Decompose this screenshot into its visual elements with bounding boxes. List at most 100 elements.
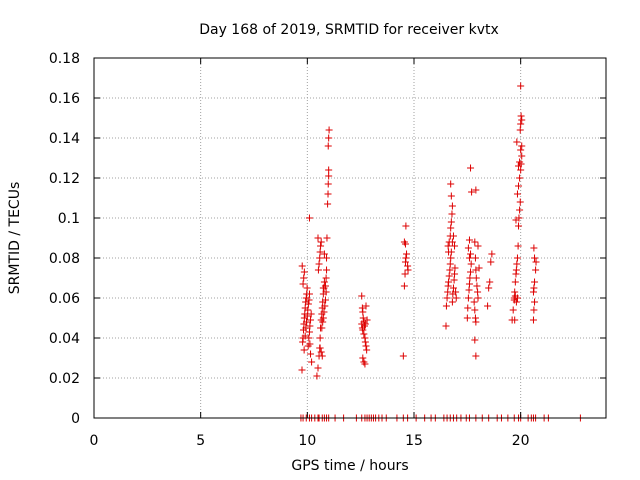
- data-point: [451, 270, 459, 278]
- y-tick-label: 0.06: [49, 291, 80, 307]
- data-point: [448, 210, 456, 218]
- data-point: [400, 282, 408, 290]
- data-point: [516, 206, 524, 214]
- data-point: [487, 258, 495, 266]
- data-point: [361, 360, 369, 368]
- data-point: [474, 242, 482, 250]
- data-point: [314, 266, 322, 274]
- data-point: [324, 180, 332, 188]
- data-point: [446, 266, 454, 274]
- data-point: [403, 250, 411, 258]
- data-point: [363, 346, 371, 354]
- data-point: [472, 186, 480, 194]
- data-point: [325, 172, 333, 180]
- data-point: [325, 126, 333, 134]
- data-point: [402, 254, 410, 262]
- data-point: [320, 250, 328, 258]
- data-point: [472, 274, 480, 282]
- data-point: [449, 232, 457, 240]
- data-point: [444, 288, 452, 296]
- data-point: [307, 316, 315, 324]
- data-point: [531, 298, 539, 306]
- data-point: [471, 254, 479, 262]
- data-point: [316, 248, 324, 256]
- data-point: [323, 254, 331, 262]
- data-point: [468, 188, 476, 196]
- data-point: [471, 306, 479, 314]
- data-point: [448, 202, 456, 210]
- data-point: [325, 134, 333, 142]
- data-point: [513, 254, 521, 262]
- data-point: [448, 238, 456, 246]
- data-point: [313, 372, 321, 380]
- data-point: [484, 302, 492, 310]
- data-point: [445, 272, 453, 280]
- data-point: [450, 276, 458, 284]
- data-point: [317, 242, 325, 250]
- data-point: [513, 294, 521, 302]
- data-point: [324, 142, 332, 150]
- y-tick-label: 0.04: [49, 331, 80, 347]
- data-point: [467, 260, 475, 268]
- data-point: [448, 298, 456, 306]
- data-point: [404, 266, 412, 274]
- data-point: [513, 138, 521, 146]
- data-point: [302, 324, 310, 332]
- data-point: [324, 190, 332, 198]
- data-point: [444, 242, 452, 250]
- data-point: [306, 340, 314, 348]
- x-tick-label: 15: [405, 433, 423, 449]
- data-point: [316, 334, 324, 342]
- data-point: [529, 316, 537, 324]
- y-tick-label: 0.14: [49, 131, 80, 147]
- data-point: [471, 238, 479, 246]
- data-point: [518, 142, 526, 150]
- data-point: [516, 174, 524, 182]
- data-point: [509, 306, 517, 314]
- data-point: [323, 234, 331, 242]
- data-point: [317, 348, 325, 356]
- y-tick-label: 0.12: [49, 171, 80, 187]
- data-point: [307, 350, 315, 358]
- data-point: [318, 352, 326, 360]
- data-point: [307, 310, 315, 318]
- data-point: [518, 116, 526, 124]
- data-point: [475, 264, 483, 272]
- data-point: [517, 82, 525, 90]
- data-point: [531, 254, 539, 262]
- data-point: [399, 352, 407, 360]
- data-point: [314, 234, 322, 242]
- data-point: [530, 244, 538, 252]
- data-point: [320, 278, 328, 286]
- y-axis-label: SRMTID / TECUs: [7, 182, 23, 295]
- data-point: [467, 164, 475, 172]
- data-point: [465, 280, 473, 288]
- data-point: [463, 314, 471, 322]
- data-point: [446, 260, 454, 268]
- x-tick-label: 0: [90, 433, 99, 449]
- data-point: [465, 236, 473, 244]
- data-point: [402, 222, 410, 230]
- data-point: [449, 284, 457, 292]
- data-point: [319, 318, 327, 326]
- y-tick-label: 0.02: [49, 371, 80, 387]
- data-point: [515, 182, 523, 190]
- data-point: [316, 254, 324, 262]
- data-point: [445, 248, 453, 256]
- data-point: [532, 258, 540, 266]
- data-point: [305, 328, 313, 336]
- data-point: [321, 302, 329, 310]
- data-point: [513, 260, 521, 268]
- data-point: [315, 260, 323, 268]
- data-point: [305, 334, 313, 342]
- data-point: [517, 146, 525, 154]
- x-tick-label: 5: [196, 433, 205, 449]
- data-point: [317, 238, 325, 246]
- data-point: [308, 358, 316, 366]
- data-point: [472, 352, 480, 360]
- data-point: [514, 242, 522, 250]
- data-point: [511, 316, 519, 324]
- data-point: [305, 214, 313, 222]
- grid-lines: [94, 58, 606, 418]
- data-point: [319, 314, 327, 322]
